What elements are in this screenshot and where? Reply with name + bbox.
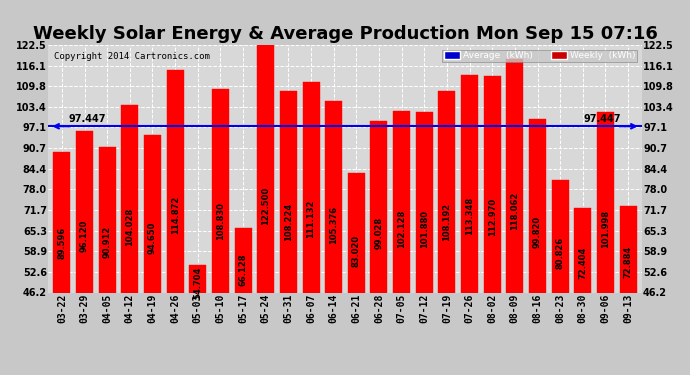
- Legend: Average  (kWh), Weekly  (kWh): Average (kWh), Weekly (kWh): [442, 50, 637, 62]
- Text: 97.447: 97.447: [584, 114, 621, 124]
- Text: 114.872: 114.872: [170, 195, 179, 234]
- Bar: [121, 105, 138, 292]
- Text: 105.376: 105.376: [329, 206, 338, 245]
- Text: 72.884: 72.884: [624, 246, 633, 278]
- Bar: [416, 112, 433, 292]
- Text: 54.704: 54.704: [193, 267, 202, 299]
- Text: 104.028: 104.028: [126, 208, 135, 246]
- Text: Copyright 2014 Cartronics.com: Copyright 2014 Cartronics.com: [55, 53, 210, 62]
- Text: 112.970: 112.970: [488, 198, 497, 236]
- Bar: [348, 173, 365, 292]
- Text: 108.192: 108.192: [442, 203, 451, 241]
- Bar: [325, 100, 342, 292]
- Bar: [167, 70, 184, 292]
- Text: 80.826: 80.826: [555, 237, 564, 269]
- Text: 118.062: 118.062: [511, 192, 520, 230]
- Bar: [302, 82, 319, 292]
- Bar: [76, 130, 93, 292]
- Bar: [506, 59, 523, 292]
- Text: 101.998: 101.998: [601, 210, 610, 248]
- Bar: [620, 206, 637, 292]
- Bar: [99, 147, 116, 292]
- Bar: [438, 92, 455, 292]
- Text: 122.500: 122.500: [262, 187, 270, 225]
- Text: 89.596: 89.596: [57, 227, 66, 260]
- Text: 90.912: 90.912: [103, 226, 112, 258]
- Text: 83.020: 83.020: [352, 235, 361, 267]
- Text: 108.224: 108.224: [284, 203, 293, 241]
- Text: 96.120: 96.120: [80, 220, 89, 252]
- Text: 111.132: 111.132: [306, 200, 315, 238]
- Bar: [257, 45, 274, 292]
- Bar: [371, 121, 388, 292]
- Bar: [484, 76, 501, 292]
- Text: Weekly Solar Energy & Average Production Mon Sep 15 07:16: Weekly Solar Energy & Average Production…: [32, 24, 658, 42]
- Bar: [280, 91, 297, 292]
- Bar: [189, 265, 206, 292]
- Text: 99.028: 99.028: [375, 216, 384, 249]
- Bar: [212, 89, 229, 292]
- Bar: [597, 111, 614, 292]
- Text: 113.348: 113.348: [465, 197, 474, 236]
- Bar: [529, 118, 546, 292]
- Text: 101.880: 101.880: [420, 210, 428, 248]
- Bar: [574, 207, 591, 292]
- Text: 108.830: 108.830: [216, 202, 225, 240]
- Text: 97.447: 97.447: [69, 114, 106, 124]
- Text: 72.404: 72.404: [578, 247, 587, 279]
- Text: 66.128: 66.128: [239, 254, 248, 286]
- Bar: [393, 111, 410, 292]
- Text: 102.128: 102.128: [397, 210, 406, 248]
- Bar: [144, 135, 161, 292]
- Bar: [235, 228, 252, 292]
- Text: 99.820: 99.820: [533, 216, 542, 248]
- Text: 94.650: 94.650: [148, 221, 157, 254]
- Bar: [461, 75, 478, 292]
- Bar: [552, 180, 569, 292]
- Bar: [53, 152, 70, 292]
